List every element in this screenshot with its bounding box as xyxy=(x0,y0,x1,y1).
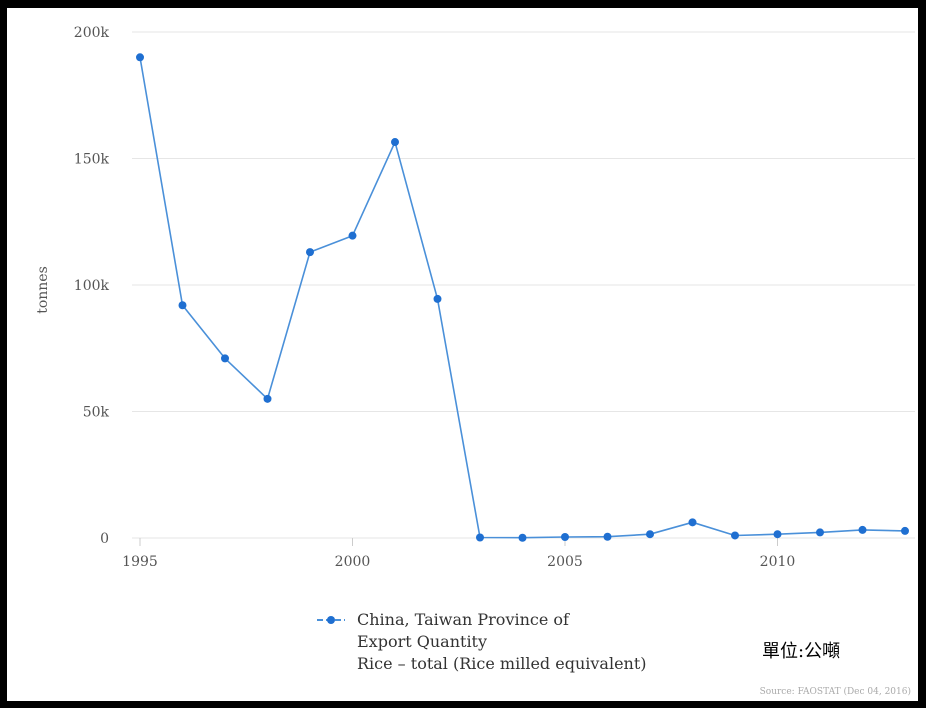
data-point-2000[interactable] xyxy=(348,231,357,240)
data-point-2004[interactable] xyxy=(518,533,527,542)
data-point-1996[interactable] xyxy=(178,301,187,310)
series-layer xyxy=(136,53,909,542)
x-axis-ticks: 1995 2000 2005 2010 xyxy=(122,538,795,570)
legend-line-3: Rice – total (Rice milled equivalent) xyxy=(357,654,647,673)
y-tick-label-4: 200k xyxy=(74,25,110,41)
data-point-2007[interactable] xyxy=(646,530,654,539)
data-point-1995[interactable] xyxy=(136,53,144,62)
data-point-1999[interactable] xyxy=(306,248,314,257)
y-tick-label-0: 0 xyxy=(100,531,109,547)
data-point-2010[interactable] xyxy=(773,530,782,539)
legend-swatch-marker xyxy=(327,616,335,624)
legend-line-2: Export Quantity xyxy=(357,632,487,651)
data-point-2009[interactable] xyxy=(731,531,739,540)
source-credit: Source: FAOSTAT (Dec 04, 2016) xyxy=(760,686,911,697)
data-point-2002[interactable] xyxy=(433,294,442,303)
data-point-2001[interactable] xyxy=(391,138,399,147)
data-point-2006[interactable] xyxy=(603,532,612,541)
line-chart: 0 50k 100k 150k 200k 1995 2000 2005 2010 tonnes… xyxy=(35,25,915,697)
data-point-2003[interactable] xyxy=(476,533,484,542)
data-point-1998[interactable] xyxy=(263,394,272,403)
series-line-0 xyxy=(139,57,906,539)
data-point-2011[interactable] xyxy=(816,528,824,537)
chart-frame: 0 50k 100k 150k 200k 1995 2000 2005 2010 tonnes… xyxy=(7,8,918,701)
data-point-2008[interactable] xyxy=(688,518,697,527)
y-tick-label-3: 150k xyxy=(74,152,110,168)
legend[interactable]: China, Taiwan Province of Export Quantit… xyxy=(317,610,647,673)
data-point-2013[interactable] xyxy=(901,526,909,535)
data-point-2012[interactable] xyxy=(858,525,867,534)
y-tick-label-2: 100k xyxy=(74,278,110,294)
data-point-1997[interactable] xyxy=(221,354,229,363)
unit-annotation: 單位:公噸 xyxy=(762,641,840,662)
legend-line-1: China, Taiwan Province of xyxy=(357,610,570,629)
x-tick-label-0: 1995 xyxy=(122,554,158,570)
x-tick-label-1: 2000 xyxy=(335,554,371,570)
grid-lines xyxy=(132,31,915,539)
y-axis-ticks: 0 50k 100k 150k 200k xyxy=(74,25,110,547)
x-tick-label-2: 2005 xyxy=(547,554,583,570)
x-tick-label-3: 2010 xyxy=(760,554,796,570)
data-point-2005[interactable] xyxy=(561,532,569,541)
y-tick-label-1: 50k xyxy=(83,405,110,421)
y-axis-title: tonnes xyxy=(35,266,51,314)
